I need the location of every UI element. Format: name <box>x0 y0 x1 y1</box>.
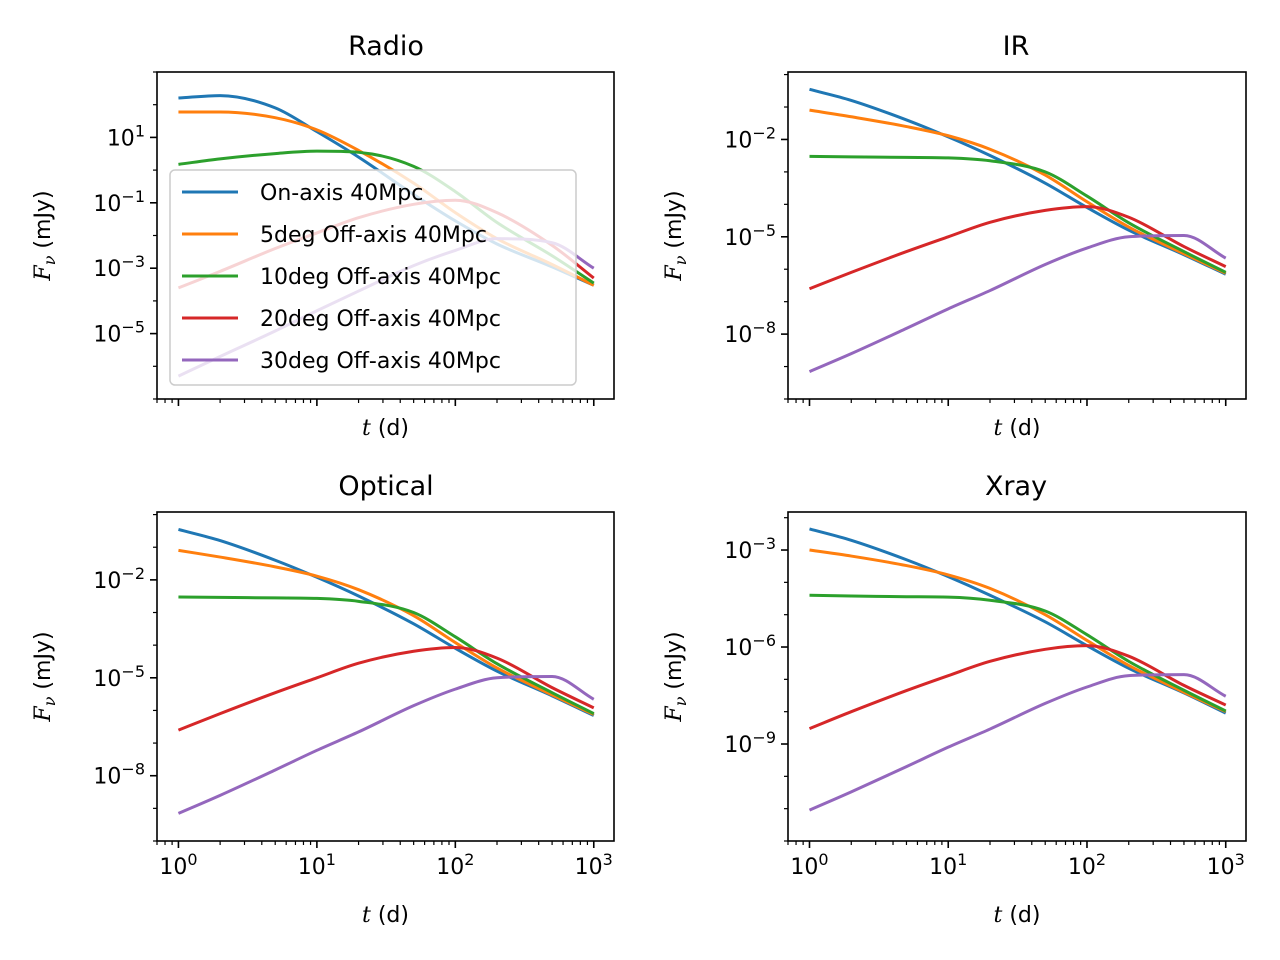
axes-frame <box>787 511 1247 842</box>
x-axis-label: t (d) <box>362 416 409 441</box>
y-axis-label: Fν (mJy) <box>31 190 59 281</box>
y-axis-label: Fν (mJy) <box>31 631 59 722</box>
panel-title: Optical <box>338 471 433 502</box>
x-tick-label: 100 <box>790 850 828 880</box>
x-tick-label: 102 <box>1068 850 1106 880</box>
series-line-2 <box>809 154 1227 274</box>
series-lines <box>808 87 1227 373</box>
x-tick-label: 101 <box>929 850 967 880</box>
y-tick-label: 101 <box>107 121 145 151</box>
y-tick-label: 10−9 <box>724 728 776 758</box>
y-axis-label: Fν (mJy) <box>662 631 690 722</box>
legend-entry-2: 10deg Off-axis 40Mpc <box>260 265 501 290</box>
x-axis-label: t (d) <box>994 903 1041 928</box>
y-tick-label: 10−8 <box>93 760 145 790</box>
axes-frame <box>787 71 1247 400</box>
y-tick-label: 10−2 <box>724 123 776 153</box>
legend-entry-3: 20deg Off-axis 40Mpc <box>260 307 501 332</box>
series-line-2 <box>178 595 595 715</box>
y-tick-label: 10−5 <box>724 221 776 251</box>
series-line-0 <box>178 528 595 717</box>
y-tick-label: 10−1 <box>93 187 145 217</box>
y-tick-label: 10−5 <box>93 662 145 692</box>
y-tick-label: 10−6 <box>724 631 776 661</box>
x-tick-label: 102 <box>436 850 474 880</box>
legend-entry-1: 5deg Off-axis 40Mpc <box>260 223 487 248</box>
legend-entry-0: On-axis 40Mpc <box>260 181 423 206</box>
series-line-4 <box>177 674 595 815</box>
series-lines <box>808 527 1227 812</box>
axes-frame <box>156 511 615 842</box>
y-tick-label: 10−5 <box>93 318 145 348</box>
series-line-3 <box>808 644 1227 730</box>
x-tick-label: 103 <box>575 850 613 880</box>
x-tick-label: 103 <box>1207 850 1245 880</box>
legend-entry-4: 30deg Off-axis 40Mpc <box>260 349 501 374</box>
series-line-4 <box>808 673 1227 812</box>
panel-optical: Optical 100 101 102 103 10−8 10−5 10−2 t (d) Fν … <box>31 471 615 928</box>
panel-xray: Xray 100 101 102 103 10−9 10−6 10−3 t (d) Fν (mJ… <box>662 471 1247 928</box>
panel-title: Radio <box>348 31 424 62</box>
y-axis-label: Fν (mJy) <box>662 190 690 281</box>
x-tick-label: 100 <box>159 850 197 880</box>
series-line-3 <box>808 205 1227 291</box>
x-axis-label: t (d) <box>362 903 409 928</box>
series-line-1 <box>809 548 1227 714</box>
series-line-1 <box>809 108 1227 275</box>
y-tick-label: 10−3 <box>93 252 145 282</box>
series-lines <box>177 528 595 815</box>
y-tick-label: 10−3 <box>724 534 776 564</box>
x-tick-label: 101 <box>298 850 336 880</box>
series-line-4 <box>808 233 1227 373</box>
series-line-3 <box>177 645 595 732</box>
panel-title: IR <box>1003 31 1030 62</box>
panel-title: Xray <box>985 471 1047 502</box>
y-tick-label: 10−8 <box>724 318 776 348</box>
x-axis-label: t (d) <box>994 416 1041 441</box>
legend-frame <box>169 169 577 386</box>
series-line-0 <box>809 87 1227 276</box>
panel-radio: Radio 10−5 10−3 10−1 101 t (d) Fν (mJy) On-axi… <box>31 31 615 441</box>
y-tick-label: 10−2 <box>93 564 145 594</box>
legend: On-axis 40Mpc 5deg Off-axis 40Mpc 10deg Of… <box>169 169 577 386</box>
series-line-0 <box>809 527 1227 715</box>
panel-ir: IR 10−8 10−5 10−2 t (d) Fν (mJy) <box>662 31 1247 441</box>
series-line-1 <box>178 548 595 716</box>
